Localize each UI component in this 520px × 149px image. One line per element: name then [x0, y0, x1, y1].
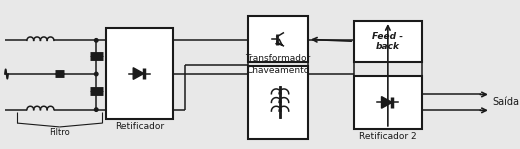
- Text: Retificador: Retificador: [115, 122, 164, 131]
- Bar: [249, 66, 308, 139]
- Text: Transformador: Transformador: [245, 54, 311, 63]
- Bar: [354, 21, 422, 62]
- Bar: [354, 76, 422, 129]
- Polygon shape: [382, 97, 392, 108]
- Circle shape: [95, 108, 98, 111]
- Polygon shape: [133, 68, 144, 79]
- Circle shape: [95, 39, 98, 42]
- Bar: [249, 16, 308, 62]
- Text: Chaveamento: Chaveamento: [246, 66, 310, 75]
- Circle shape: [95, 72, 98, 76]
- Text: Saída: Saída: [493, 97, 520, 107]
- Text: Filtro: Filtro: [49, 128, 70, 137]
- Text: Feed -
back: Feed - back: [372, 32, 404, 51]
- Text: Retificador 2: Retificador 2: [359, 132, 417, 141]
- Bar: [106, 28, 173, 119]
